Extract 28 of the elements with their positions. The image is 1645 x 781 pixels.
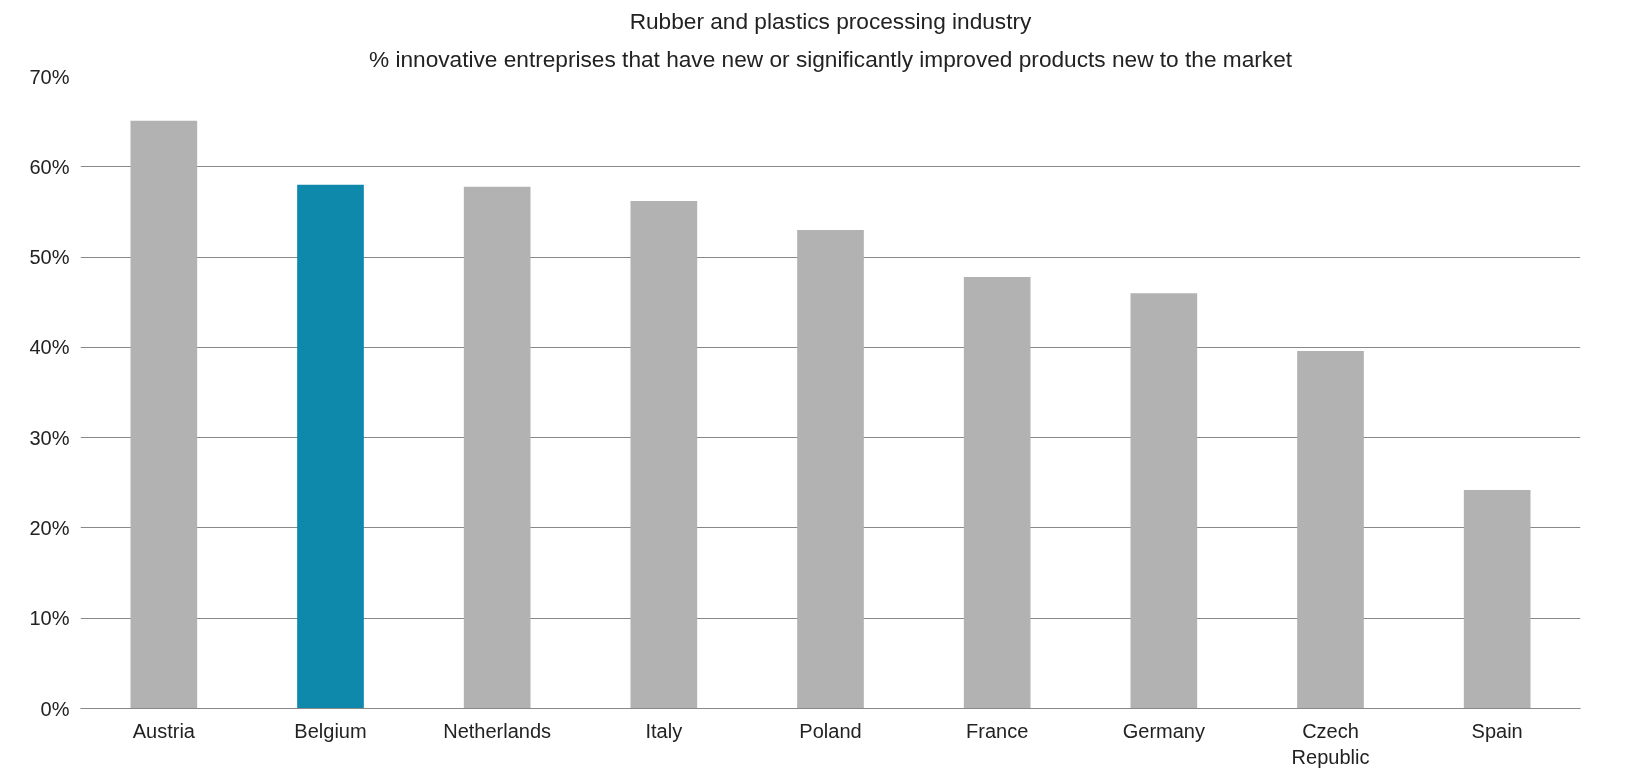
bar xyxy=(963,276,1031,709)
y-tick-label: 0% xyxy=(40,697,70,720)
bar xyxy=(797,229,864,709)
x-tick-label: Spain xyxy=(1471,719,1523,742)
x-tick-label: Italy xyxy=(645,719,683,742)
x-tick-label: Germany xyxy=(1122,719,1205,742)
y-tick-label: 70% xyxy=(29,65,70,88)
bar xyxy=(630,201,698,709)
x-tick-label: Belgium xyxy=(294,719,367,742)
y-tick-label: 40% xyxy=(29,336,70,359)
bar xyxy=(297,184,364,709)
x-tick-label: Poland xyxy=(799,719,862,742)
y-tick-label: 50% xyxy=(29,246,70,269)
bar xyxy=(1297,350,1364,709)
bar xyxy=(463,186,531,709)
x-tick-label: Czech Republic xyxy=(1291,719,1370,768)
chart-subtitle: % innovative entreprises that have new or significantly improved products new to the market xyxy=(368,45,1293,72)
y-tick-label: 30% xyxy=(29,426,70,449)
chart-title: Rubber and plastics processing industry xyxy=(629,7,1033,34)
x-tick-label: Austria xyxy=(132,719,196,742)
bar xyxy=(130,120,198,709)
y-tick-label: 20% xyxy=(29,516,70,539)
y-tick-label: 60% xyxy=(29,155,70,178)
x-tick-label: France xyxy=(966,719,1029,742)
x-tick-label: Netherlands xyxy=(443,719,552,742)
bar xyxy=(1130,293,1198,709)
bar xyxy=(1463,490,1531,709)
y-tick-label: 10% xyxy=(29,607,70,630)
